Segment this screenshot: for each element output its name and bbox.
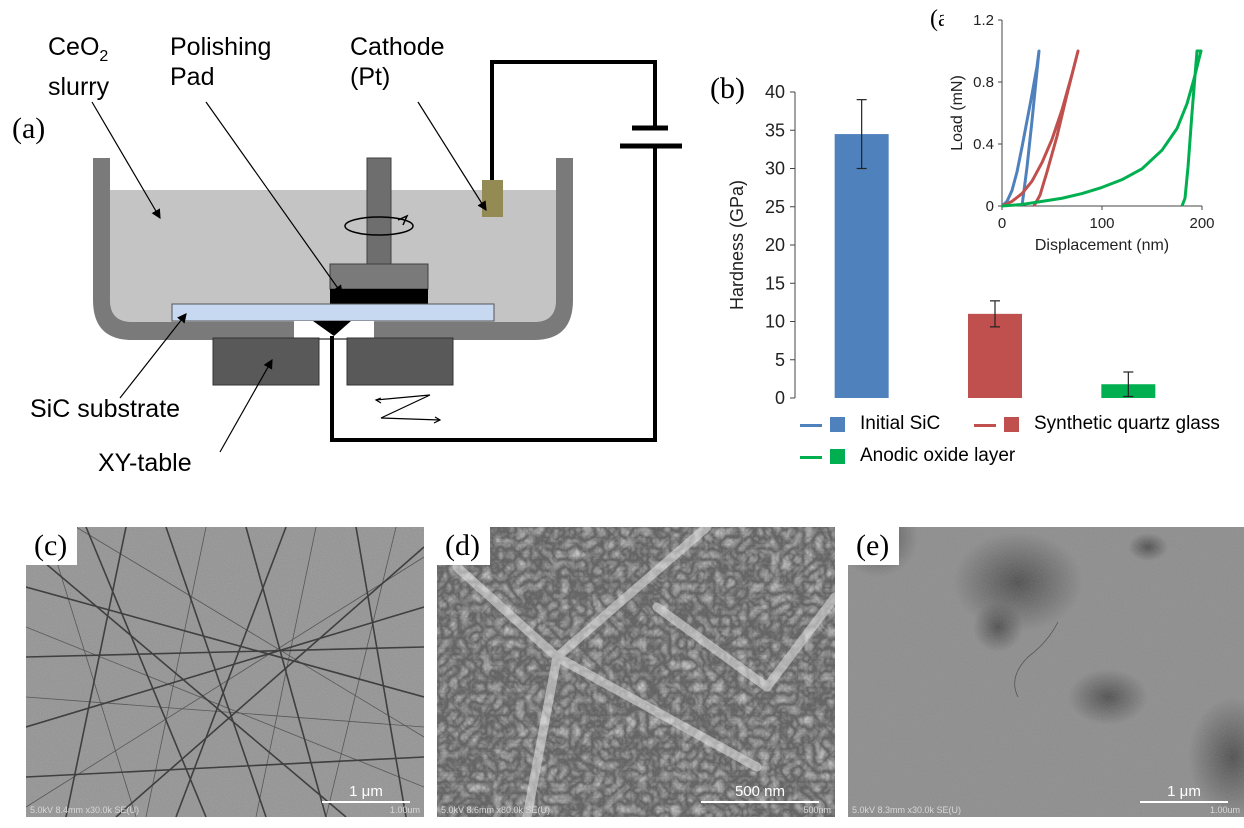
y-tick-label: 15 bbox=[765, 273, 785, 293]
bar-2 bbox=[968, 313, 1022, 398]
y-tick-label: 30 bbox=[765, 159, 785, 179]
y-tick-label: 10 bbox=[765, 312, 785, 332]
hardness-bar-chart: 0 5 10 15 20 25 30 35 40 Hardness (GPa) bbox=[727, 82, 1156, 408]
sem-info-right-e: 1.00um bbox=[1209, 805, 1240, 815]
sic-substrate bbox=[171, 303, 495, 322]
error-bar-1 bbox=[856, 99, 867, 170]
polishing-pad bbox=[330, 289, 428, 304]
pointer-pad bbox=[205, 101, 343, 295]
sem-smooth-surface bbox=[848, 527, 1244, 817]
inset-y-tick-label: 0.4 bbox=[973, 136, 994, 153]
pointer-table bbox=[219, 358, 273, 453]
inset-y-tick-label: 1.2 bbox=[973, 12, 994, 29]
inset-y-tick-label: 0.8 bbox=[973, 74, 994, 91]
label-xy-table: XY-table bbox=[98, 449, 192, 477]
error-bar-3 bbox=[1123, 371, 1134, 398]
sem-info-c: 5.0kV 8.4mm x30.0k SE(U) bbox=[30, 805, 140, 815]
schematic-panel: (a) CeO2 slurry Polishing Pad Cathode (P… bbox=[0, 0, 700, 480]
inset-x-tick-label: 200 bbox=[1189, 215, 1214, 232]
chart-legend: Initial SiC Synthetic quartz glass Anodi… bbox=[800, 412, 1244, 472]
pointer-cathode bbox=[417, 101, 487, 212]
y-tick-label: 0 bbox=[775, 388, 785, 408]
sem-info-right-c: 1.00um bbox=[389, 805, 420, 815]
y-axis-label: Hardness (GPa) bbox=[727, 180, 747, 310]
inset-series-2 bbox=[1001, 49, 1080, 208]
legend-label: Initial SiC bbox=[860, 413, 941, 434]
legend-label: Synthetic quartz glass bbox=[1034, 413, 1220, 434]
sem-info-right-d: 500nm bbox=[803, 805, 831, 815]
circuit-wire-top bbox=[490, 60, 657, 180]
y-tick-label: 40 bbox=[765, 82, 785, 102]
scale-bar-e: 1 μm bbox=[1140, 783, 1228, 803]
inset-background bbox=[944, 0, 1244, 270]
sem-info-e: 5.0kV 8.3mm x30.0k SE(U) bbox=[852, 805, 962, 815]
scale-bar-c: 1 μm bbox=[322, 783, 410, 803]
anode-contact bbox=[313, 321, 351, 336]
bar-1 bbox=[834, 134, 889, 398]
error-bar-2 bbox=[990, 300, 1000, 328]
slurry-region bbox=[110, 190, 556, 322]
sem-image-c: (c) 1 μm 5.0kV 8.4mm x30.0k SE(U) 1.00um bbox=[26, 527, 424, 817]
cathode-pt bbox=[482, 180, 503, 217]
inset-y-axis-label: Load (mN) bbox=[949, 75, 966, 151]
pad-holder bbox=[329, 263, 429, 290]
y-tick-label: 20 bbox=[765, 235, 785, 255]
panel-label-a: (a) bbox=[12, 112, 46, 145]
pointer-slurry bbox=[91, 101, 161, 220]
y-tick-label: 25 bbox=[765, 197, 785, 217]
sem-info-d: 5.0kV 8.6mm x80.0k SE(U) bbox=[441, 805, 551, 815]
circuit-wire bbox=[330, 148, 657, 442]
polishing-schematic bbox=[91, 60, 682, 453]
y-tick-label: 35 bbox=[765, 120, 785, 140]
hardness-panel: (b) 0 5 10 15 20 25 30 35 40 Hardness (GPa) Initi… bbox=[700, 0, 1244, 480]
inset-series-1 bbox=[1000, 49, 1041, 208]
inset-x-tick-label: 100 bbox=[1089, 215, 1114, 232]
panel-label-c: (c) bbox=[26, 527, 78, 565]
panel-label-e: (e) bbox=[848, 527, 900, 565]
xy-table-right bbox=[346, 337, 454, 386]
label-ceo2-slurry: CeO2 slurry bbox=[48, 33, 110, 101]
inset-x-axis-label: Displacement (nm) bbox=[1035, 237, 1169, 254]
inset-series-3 bbox=[1001, 49, 1203, 208]
label-sic-substrate: SiC substrate bbox=[30, 395, 181, 423]
sem-image-e: (e) 1 μm 5.0kV 8.3mm x30.0k SE(U) 1.00um bbox=[848, 527, 1244, 817]
inset-y-tick-label: 0 bbox=[986, 198, 994, 215]
legend-label: Anodic oxide layer bbox=[860, 445, 1016, 466]
xy-table-left bbox=[212, 337, 320, 386]
scale-bar-d: 500 nm bbox=[701, 783, 819, 803]
zigzag-motion-icon bbox=[375, 394, 441, 421]
label-cathode: Cathode (Pt) bbox=[350, 33, 445, 91]
spindle-shaft bbox=[366, 157, 392, 265]
rotation-arrow-icon bbox=[344, 216, 414, 236]
panel-label-d: (d) bbox=[437, 527, 490, 565]
load-displacement-inset: 0 0.4 0.8 1.2 0 100 200 Displacement (nm) Load (… bbox=[944, 0, 1244, 270]
sem-scratches bbox=[26, 527, 424, 817]
inset-x-tick-label: 0 bbox=[998, 215, 1006, 232]
sem-grains bbox=[437, 527, 835, 817]
panel-label-b: (b) bbox=[710, 72, 745, 105]
label-polishing-pad: Polishing Pad bbox=[170, 33, 272, 91]
y-tick-label: 5 bbox=[775, 350, 785, 370]
pointer-substrate bbox=[119, 313, 187, 399]
sem-image-d: (d) 500 nm 5.0kV 8.6mm x80.0k SE(U) 500n… bbox=[437, 527, 835, 817]
